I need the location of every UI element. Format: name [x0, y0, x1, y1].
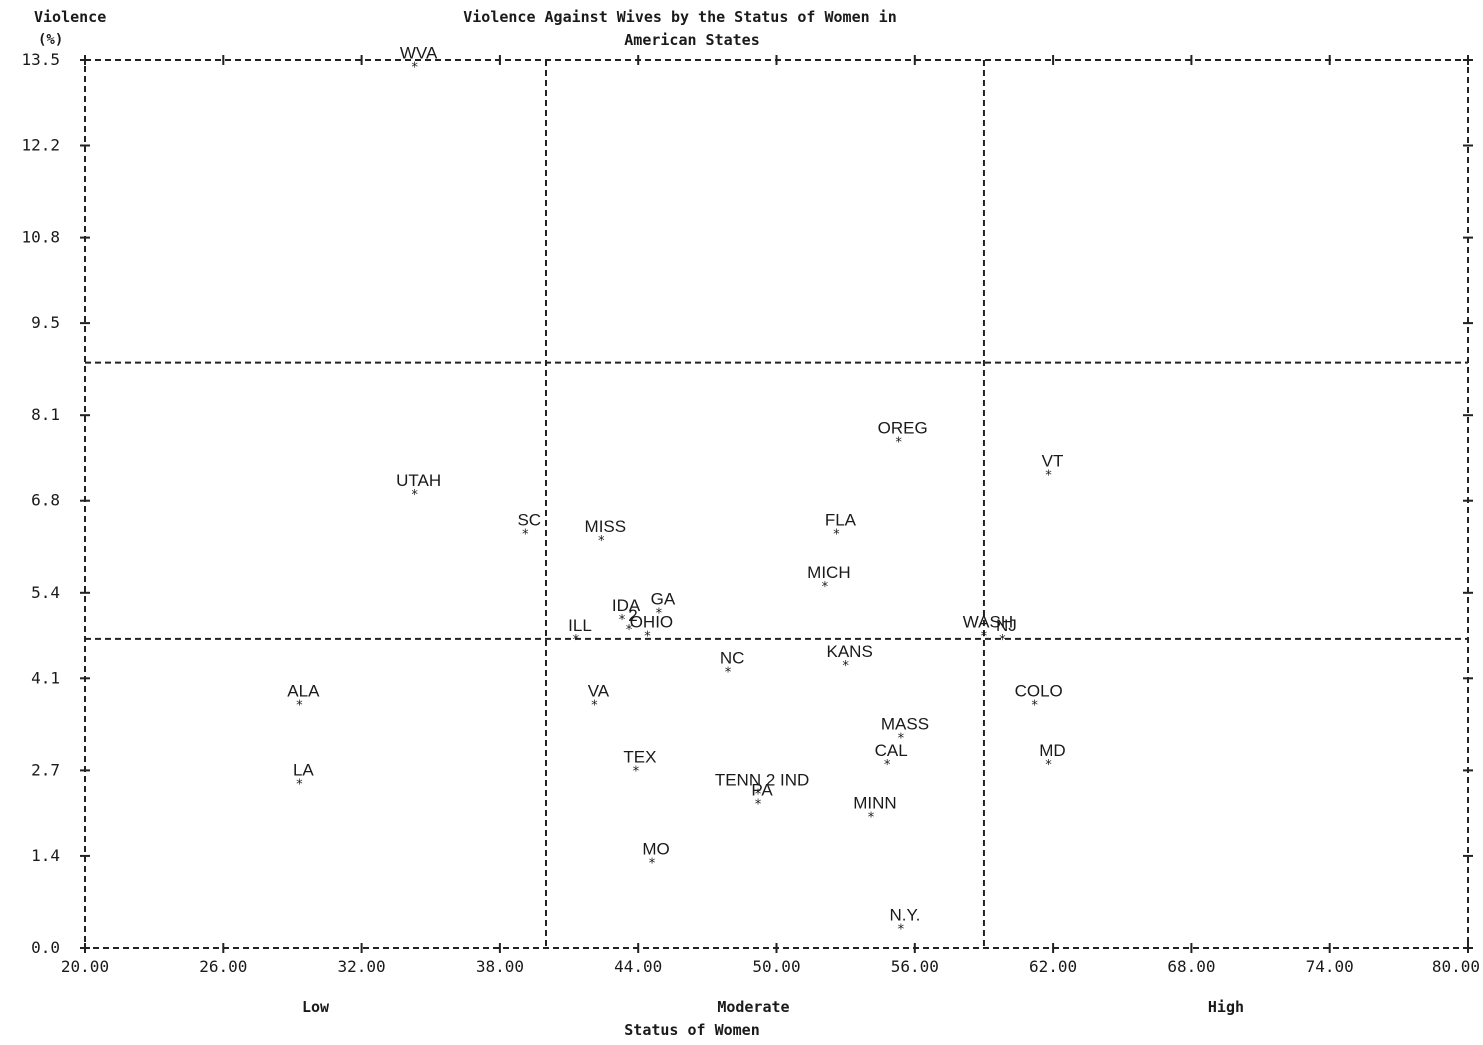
- y-tick-label: 6.8: [31, 491, 60, 510]
- data-point-marker: *: [895, 436, 903, 451]
- data-point-marker: *: [597, 534, 605, 549]
- data-point-label: VA: [588, 682, 610, 701]
- data-point-label: LA: [293, 761, 314, 780]
- plot-frame: [84, 59, 1469, 949]
- data-point-label: WASH: [963, 613, 1013, 632]
- plot-area: 20.00 26.00 32.00 38.00 44.00 50.00 56.00 62.00…: [21, 44, 1480, 1016]
- data-point-marker: *: [572, 633, 580, 648]
- x-tick-label: 56.00: [891, 957, 939, 976]
- data-point-label: OHIO: [630, 613, 673, 632]
- data-point-label: MISS: [585, 517, 627, 536]
- data-point-marker: *: [411, 61, 419, 76]
- y-tick-label: 0.0: [31, 938, 60, 957]
- y-tick-label: 10.8: [21, 228, 60, 247]
- data-point-marker: *: [754, 797, 762, 812]
- data-point-label: WVA: [400, 44, 438, 63]
- data-point-marker: *: [897, 732, 905, 747]
- x-tick-label: 26.00: [199, 957, 247, 976]
- data-point-label: MINN: [853, 793, 896, 812]
- data-point-label: OREG: [878, 419, 928, 438]
- data-point-label: N.Y.: [890, 905, 921, 924]
- data-point-marker: *: [821, 580, 829, 595]
- chart-subtitle: American States: [624, 31, 759, 49]
- data-point-label: NC: [720, 649, 745, 668]
- y-tick-label: 2.7: [31, 760, 60, 779]
- data-point-marker: *: [648, 856, 656, 871]
- data-point-label: 2: [628, 606, 637, 625]
- data-point-marker: *: [411, 488, 419, 503]
- data-point-label: MICH: [807, 563, 850, 582]
- data-point-label: MASS: [881, 715, 929, 734]
- data-point-marker: *: [295, 778, 303, 793]
- y-tick-label: 12.2: [21, 136, 60, 155]
- x-tick-label: 44.00: [614, 957, 662, 976]
- x-tick-label: 50.00: [752, 957, 800, 976]
- x-tick-label: 68.00: [1167, 957, 1215, 976]
- data-point-label: NJ: [996, 616, 1017, 635]
- y-axis-unit: (%): [38, 32, 63, 48]
- data-point-label: CAL: [875, 741, 908, 760]
- chart-title: Violence Against Wives by the Status of …: [463, 8, 896, 26]
- data-point-marker: *: [980, 630, 988, 645]
- data-point-marker: *: [998, 633, 1006, 648]
- data-point-marker: *: [842, 659, 850, 674]
- data-point-label: VT: [1042, 451, 1064, 470]
- data-point-marker: *: [644, 630, 652, 645]
- y-tick-label: 5.4: [31, 583, 60, 602]
- data-point-marker: *: [833, 528, 841, 543]
- data-point-label: FLA: [825, 511, 857, 530]
- y-tick-label: 8.1: [31, 405, 60, 424]
- x-tick-label: 20.00: [61, 957, 109, 976]
- data-point-marker: *: [590, 699, 598, 714]
- data-point-label: SC: [517, 511, 541, 530]
- x-tick-label: 38.00: [476, 957, 524, 976]
- y-tick-label: 4.1: [31, 668, 60, 687]
- data-point-marker: *: [1031, 699, 1039, 714]
- data-point-marker: *: [897, 922, 905, 937]
- category-label: Moderate: [717, 998, 789, 1016]
- data-point-marker: *: [1045, 758, 1053, 773]
- data-point-marker: *: [1045, 468, 1053, 483]
- y-tick-label: 9.5: [31, 313, 60, 332]
- x-tick-label: 80.00: [1432, 957, 1480, 976]
- data-point-marker: *: [754, 787, 762, 802]
- data-point-label: UTAH: [396, 471, 441, 490]
- data-point-label: MO: [642, 839, 669, 858]
- data-point-marker: *: [724, 666, 732, 681]
- data-point-marker: *: [867, 810, 875, 825]
- data-point-label: KANS: [827, 642, 873, 661]
- data-point-label: GA: [651, 590, 676, 609]
- data-point-marker: *: [295, 699, 303, 714]
- data-point-label: ILL: [568, 616, 592, 635]
- y-axis-label: Violence: [34, 8, 106, 26]
- data-point-marker: *: [632, 764, 640, 779]
- data-point-label: MD: [1039, 741, 1065, 760]
- x-tick-label: 62.00: [1029, 957, 1077, 976]
- data-point-marker: *: [521, 528, 529, 543]
- data-point-marker: *: [625, 623, 633, 638]
- y-tick-label: 1.4: [31, 846, 60, 865]
- x-axis-label: Status of Women: [624, 1021, 759, 1039]
- category-label: Low: [302, 998, 330, 1016]
- data-point-marker: *: [618, 613, 626, 628]
- data-point-label: TEX: [623, 747, 656, 766]
- data-point-label: ALA: [287, 682, 320, 701]
- data-point-label: TENN 2 IND: [715, 770, 809, 789]
- data-point-marker: *: [883, 758, 891, 773]
- x-tick-label: 74.00: [1306, 957, 1354, 976]
- y-tick-label: 13.5: [21, 50, 60, 69]
- data-point-label: PA: [751, 780, 773, 799]
- data-point-label: COLO: [1015, 682, 1063, 701]
- data-point-label: IDA: [612, 596, 641, 615]
- category-label: High: [1208, 998, 1244, 1016]
- data-point-marker: *: [655, 607, 663, 622]
- x-tick-label: 32.00: [338, 957, 386, 976]
